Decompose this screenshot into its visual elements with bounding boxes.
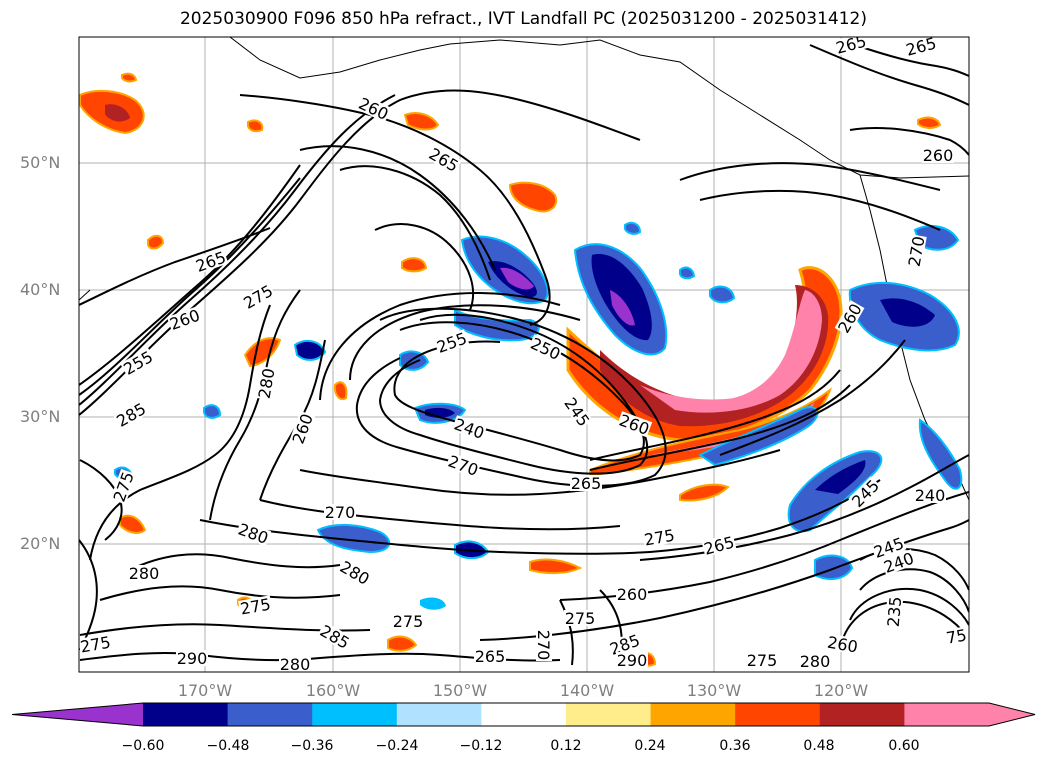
lat-label-20n: 20°N (20, 534, 61, 553)
contour-label: 235 (884, 596, 906, 628)
colorbar-segment (481, 703, 567, 726)
contour-label: 275 (565, 609, 596, 628)
lon-label-130w: 130°W (686, 681, 742, 700)
colorbar-tick: −0.48 (206, 738, 250, 754)
lon-label-150w: 150°W (432, 681, 488, 700)
colorbar-segment (650, 703, 736, 726)
colorbar-tick: 0.12 (550, 738, 582, 754)
lat-label-40n: 40°N (20, 280, 61, 299)
colorbar-tick: 0.60 (888, 738, 920, 754)
lat-label-50n: 50°N (20, 153, 61, 172)
contour-label: 280 (800, 652, 831, 671)
colorbar-tick: −0.24 (375, 738, 419, 754)
colorbar-tick: −0.60 (121, 738, 165, 754)
colorbar-segment (143, 703, 229, 726)
colorbar-segment (819, 703, 905, 726)
colorbar-segment (396, 703, 482, 726)
colorbar-tick: −0.36 (290, 738, 334, 754)
colorbar (11, 702, 1036, 727)
colorbar-tick: 0.48 (803, 738, 835, 754)
contour-label: 240 (915, 486, 946, 505)
contour-label: 260 (617, 585, 648, 604)
contour-label: 280 (129, 564, 160, 583)
colorbar-extend-min (12, 703, 143, 726)
colorbar-extend-max (989, 703, 1035, 726)
contour-label: 270 (325, 503, 356, 522)
map-frame (78, 36, 970, 673)
colorbar-outline (11, 702, 1036, 727)
colorbar-segment (566, 703, 652, 726)
map-title: 2025030900 F096 850 hPa refract., IVT La… (179, 9, 867, 29)
lon-label-160w: 160°W (305, 681, 361, 700)
negative-anomaly-shading (114, 221, 963, 610)
contour-label: 270 (534, 630, 553, 661)
contour-label: 265 (904, 33, 938, 59)
colorbar-segment (904, 703, 990, 726)
contour-label: 265 (571, 474, 602, 493)
contour-label: 265 (475, 647, 506, 666)
colorbar-segment (227, 703, 313, 726)
colorbar-segment (312, 703, 398, 726)
lon-label-120w: 120°W (813, 681, 869, 700)
colorbar-tick: −0.12 (459, 738, 503, 754)
lon-label-170w: 170°W (177, 681, 233, 700)
colorbar-tick: 0.36 (719, 738, 751, 754)
colorbar-segment (735, 703, 821, 726)
gridlines (79, 37, 969, 672)
contour-label: 75 (945, 625, 968, 647)
contour-label: 290 (617, 651, 648, 670)
lon-label-140w: 140°W (559, 681, 615, 700)
colorbar-tick: 0.24 (634, 738, 666, 754)
contour-label: 280 (280, 655, 311, 674)
lat-label-30n: 30°N (20, 407, 61, 426)
contour-label: 275 (747, 651, 778, 670)
contour-label: 290 (177, 649, 208, 668)
contour-label: 260 (923, 146, 954, 165)
contour-label: 275 (393, 612, 424, 631)
